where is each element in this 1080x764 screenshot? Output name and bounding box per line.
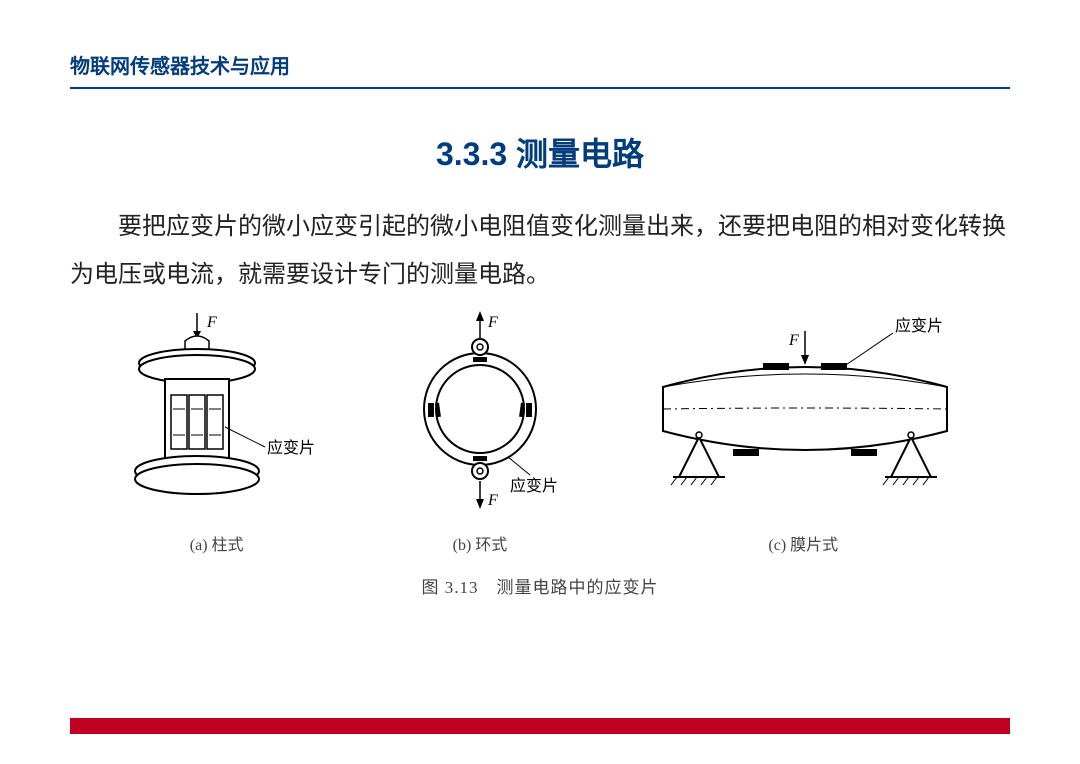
force-label-c: F — [788, 332, 799, 349]
header-divider — [70, 87, 1010, 89]
force-label-top: F — [487, 314, 498, 331]
figure-b: F F — [380, 309, 580, 555]
force-label-bot: F — [487, 492, 498, 509]
figure-row: F — [70, 309, 1010, 555]
slide-page: 物联网传感器技术与应用 3.3.3 测量电路 要把应变片的微小应变引起的微小电阻… — [0, 0, 1080, 764]
figure-caption: 图 3.13 测量电路中的应变片 — [70, 573, 1010, 598]
gauge-label-b: 应变片 — [510, 476, 558, 495]
footer-accent-bar — [70, 718, 1010, 734]
subcaption-a: (a) 柱式 — [190, 531, 244, 555]
gauge-label-a: 应变片 — [267, 438, 315, 457]
figure-c: 应变片 F — [633, 309, 973, 555]
gauge-label-c: 应变片 — [895, 316, 943, 335]
body-paragraph: 要把应变片的微小应变引起的微小电阻值变化测量出来，还要把电阻的相对变化转换为电压… — [70, 203, 1010, 299]
section-heading: 3.3.3 测量电路 — [70, 129, 1010, 175]
subcaption-b: (b) 环式 — [453, 531, 508, 555]
diaphragm-gauge-diagram: 应变片 F — [633, 309, 973, 519]
ring-gauge-diagram: F F — [380, 309, 580, 519]
figure-a: F — [107, 309, 327, 555]
subcaption-c: (c) 膜片式 — [768, 531, 838, 555]
force-label: F — [206, 314, 217, 331]
column-gauge-diagram: F — [107, 309, 327, 519]
course-title: 物联网传感器技术与应用 — [70, 50, 1010, 87]
